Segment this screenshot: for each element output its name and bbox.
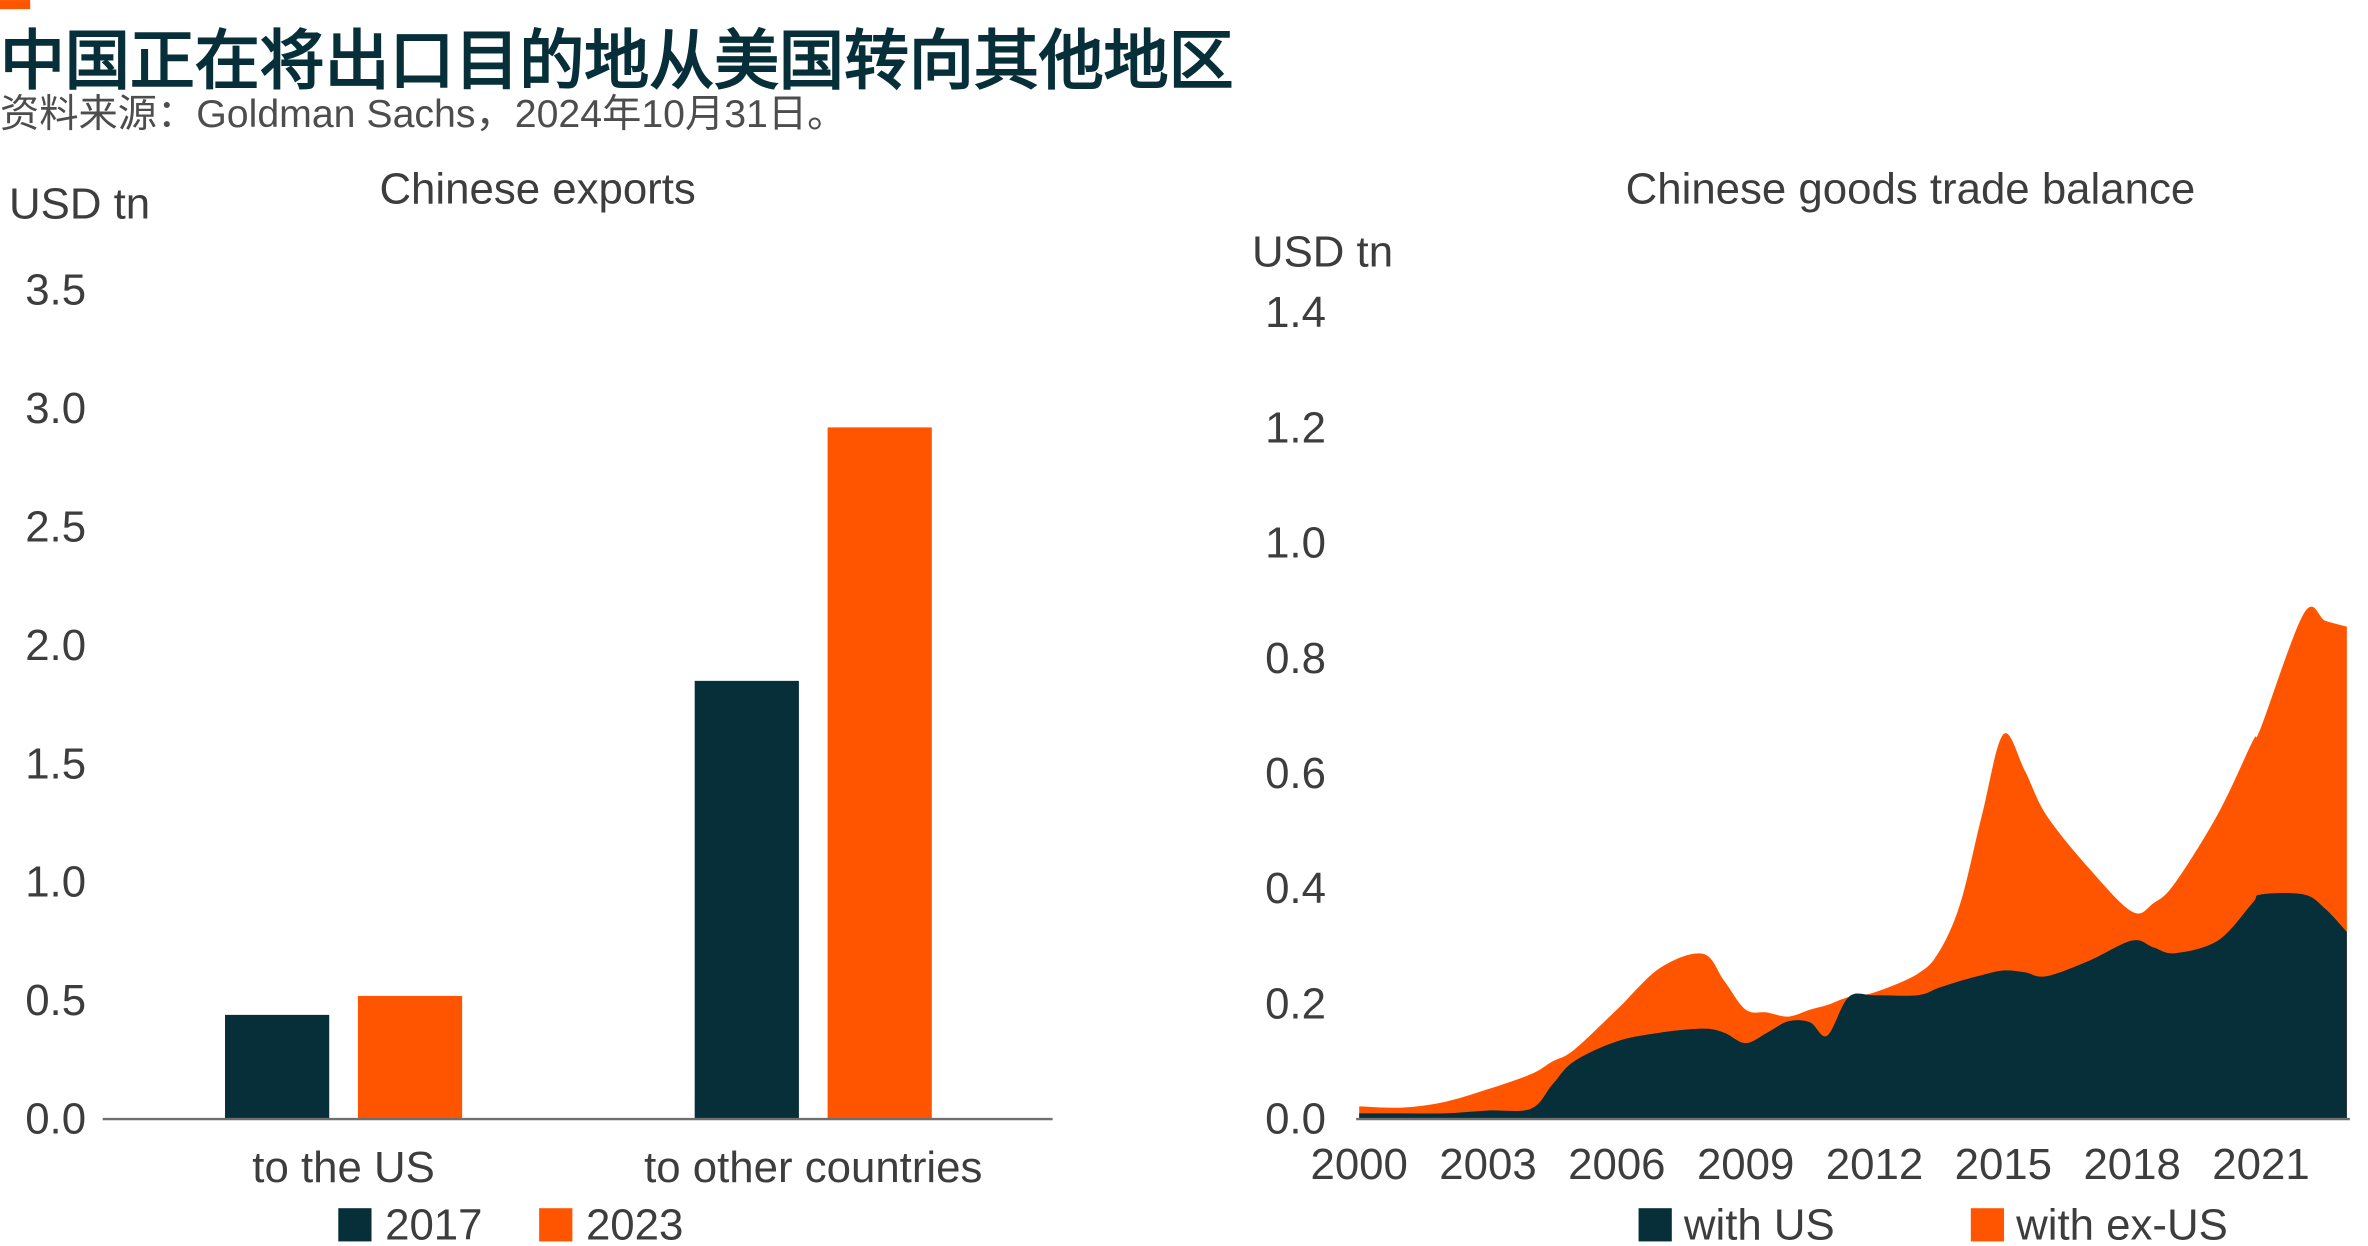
area-with-us xyxy=(1359,892,2347,1120)
exports-y-tick-3-5: 3.5 xyxy=(25,266,86,315)
bar-2017-to-the-us xyxy=(225,1014,330,1120)
exports-legend: 2017 2023 xyxy=(338,1200,683,1246)
bar-2023-to-other-countries xyxy=(827,427,932,1120)
trade-balance-x-tick-2000: 2000 xyxy=(1310,1140,1407,1189)
exports-y-tick-0-5: 0.5 xyxy=(25,976,86,1025)
exports-y-tick-2-5: 2.5 xyxy=(25,502,86,551)
trade-balance-x-tick-2018: 2018 xyxy=(2083,1140,2180,1189)
trade-balance-y-tick-0-8: 0.8 xyxy=(1265,634,1326,683)
source-note: 资料来源：Goldman Sachs，2024年10月31日。 xyxy=(0,92,846,136)
trade-balance-y-tick-0-2: 0.2 xyxy=(1265,979,1326,1028)
trade-balance-y-tick-0-0: 0.0 xyxy=(1265,1095,1326,1144)
trade-balance-x-tick-2015: 2015 xyxy=(1955,1140,2052,1189)
trade-balance-chart-title: Chinese goods trade balance xyxy=(1626,164,2196,213)
exports-chart-title: Chinese exports xyxy=(379,164,695,213)
legend-label-with-us: with US xyxy=(1683,1200,1835,1246)
legend-swatch-with-us xyxy=(1638,1208,1672,1242)
legend-swatch-2023 xyxy=(539,1208,573,1242)
exports-y-tick-2-0: 2.0 xyxy=(25,621,86,670)
trade-balance-y-tick-1-0: 1.0 xyxy=(1265,519,1326,568)
trade-balance-y-tick-1-2: 1.2 xyxy=(1265,403,1326,452)
exports-y-tick-1-0: 1.0 xyxy=(25,858,86,907)
legend-label-2023: 2023 xyxy=(586,1200,683,1246)
trade-balance-legend: with US with ex-US xyxy=(1638,1200,2228,1246)
exports-bars xyxy=(225,427,932,1120)
exports-y-tick-labels: 0.0 0.5 1.0 1.5 2.0 2.5 3.0 3.5 xyxy=(25,266,86,1144)
legend-label-2017: 2017 xyxy=(385,1200,482,1246)
trade-balance-x-tick-2009: 2009 xyxy=(1697,1140,1794,1189)
legend-swatch-2017 xyxy=(338,1208,372,1242)
trade-balance-area-chart: Chinese goods trade balance USD tn 0.00.… xyxy=(1252,164,2350,1246)
trade-balance-x-tick-2006: 2006 xyxy=(1568,1140,1665,1189)
exports-y-tick-1-5: 1.5 xyxy=(25,739,86,788)
trade-balance-y-tick-0-4: 0.4 xyxy=(1265,864,1326,913)
bar-2017-to-other-countries xyxy=(694,680,799,1120)
exports-y-tick-0-0: 0.0 xyxy=(25,1095,86,1144)
trade-balance-y-tick-1-4: 1.4 xyxy=(1265,288,1326,337)
trade-balance-y-tick-labels: 0.0 0.2 0.4 0.6 0.8 1.0 1.2 1.4 xyxy=(1265,288,1326,1143)
bar-2023-to-the-us xyxy=(357,995,463,1120)
exports-bar-chart: Chinese exports USD tn 0.0 0.5 1.0 1.5 2.0 2.… xyxy=(9,164,1053,1246)
trade-balance-areas xyxy=(1359,606,2347,1120)
trade-balance-x-tick-2003: 2003 xyxy=(1439,1140,1536,1189)
exports-category-labels: to the US to other countries xyxy=(252,1143,982,1192)
trade-balance-x-tick-2012: 2012 xyxy=(1826,1140,1923,1189)
trade-balance-y-tick-0-6: 0.6 xyxy=(1265,749,1326,798)
legend-label-with-ex-us: with ex-US xyxy=(2015,1200,2228,1246)
category-label-to-the-us: to the US xyxy=(252,1143,435,1192)
trade-balance-x-tick-2021: 2021 xyxy=(2212,1140,2309,1189)
figure-title: 中国正在将出口目的地从美国转向其他地区 xyxy=(0,24,1234,99)
legend-swatch-with-ex-us xyxy=(1970,1208,2005,1242)
exports-y-tick-3-0: 3.0 xyxy=(25,384,86,433)
accent-bar xyxy=(0,0,31,10)
exports-y-unit-label: USD tn xyxy=(9,179,150,228)
trade-balance-y-unit-label: USD tn xyxy=(1252,228,1393,277)
category-label-to-other-countries: to other countries xyxy=(644,1143,982,1192)
trade-balance-x-tick-labels: 2000 2003 2006 2009 2012 2015 2018 2021 xyxy=(1310,1140,2309,1189)
